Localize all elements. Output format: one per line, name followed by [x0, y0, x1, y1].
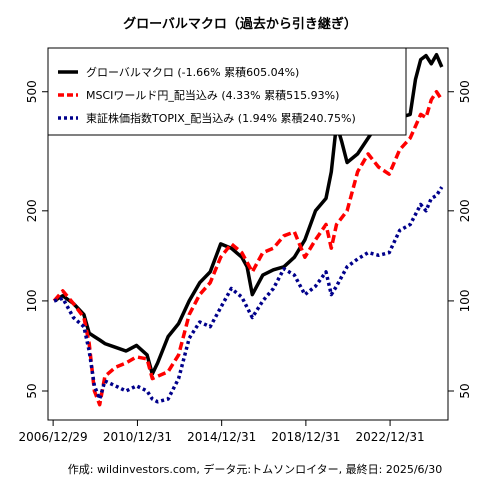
- y-axis-left: 50 100 200 500: [25, 80, 48, 399]
- chart-title: グローバルマクロ（過去から引き継ぎ）: [123, 16, 357, 32]
- y-tick-label-right: 200: [458, 199, 472, 222]
- x-axis: 2006/12/29 2010/12/31 2014/12/31 2018/12/31…: [19, 420, 425, 444]
- y-tick-label-right: 500: [458, 80, 472, 103]
- x-tick-label: 2010/12/31: [103, 430, 172, 444]
- series-topix: [53, 186, 444, 404]
- x-tick-label: 2014/12/31: [187, 430, 256, 444]
- x-tick-label: 2022/12/31: [355, 430, 424, 444]
- x-tick-label: 2006/12/29: [19, 430, 88, 444]
- series-msci-world: [52, 89, 444, 407]
- legend-box: [47, 47, 407, 136]
- x-tick-label: 2018/12/31: [271, 430, 340, 444]
- y-tick-label-right: 100: [458, 289, 472, 312]
- y-tick-label-left: 500: [25, 80, 39, 103]
- legend-label: 東証株価指数TOPIX_配当込み (1.94% 累積240.75%): [86, 111, 356, 125]
- legend: グローバルマクロ (-1.66% 累積605.04%) MSCIワールド円_配当込…: [47, 47, 407, 136]
- y-tick-label-right: 50: [458, 383, 472, 398]
- chart-footer: 作成: wildinvestors.com, データ元:トムソンロイター, 最終…: [68, 462, 442, 476]
- y-tick-label-left: 200: [25, 199, 39, 222]
- legend-label: グローバルマクロ (-1.66% 累積605.04%): [86, 65, 299, 79]
- y-tick-label-left: 100: [25, 289, 39, 312]
- legend-label: MSCIワールド円_配当込み (4.33% 累積515.93%): [86, 88, 339, 102]
- y-tick-label-left: 50: [25, 383, 39, 398]
- y-axis-right: 50 100 200 500: [448, 80, 472, 399]
